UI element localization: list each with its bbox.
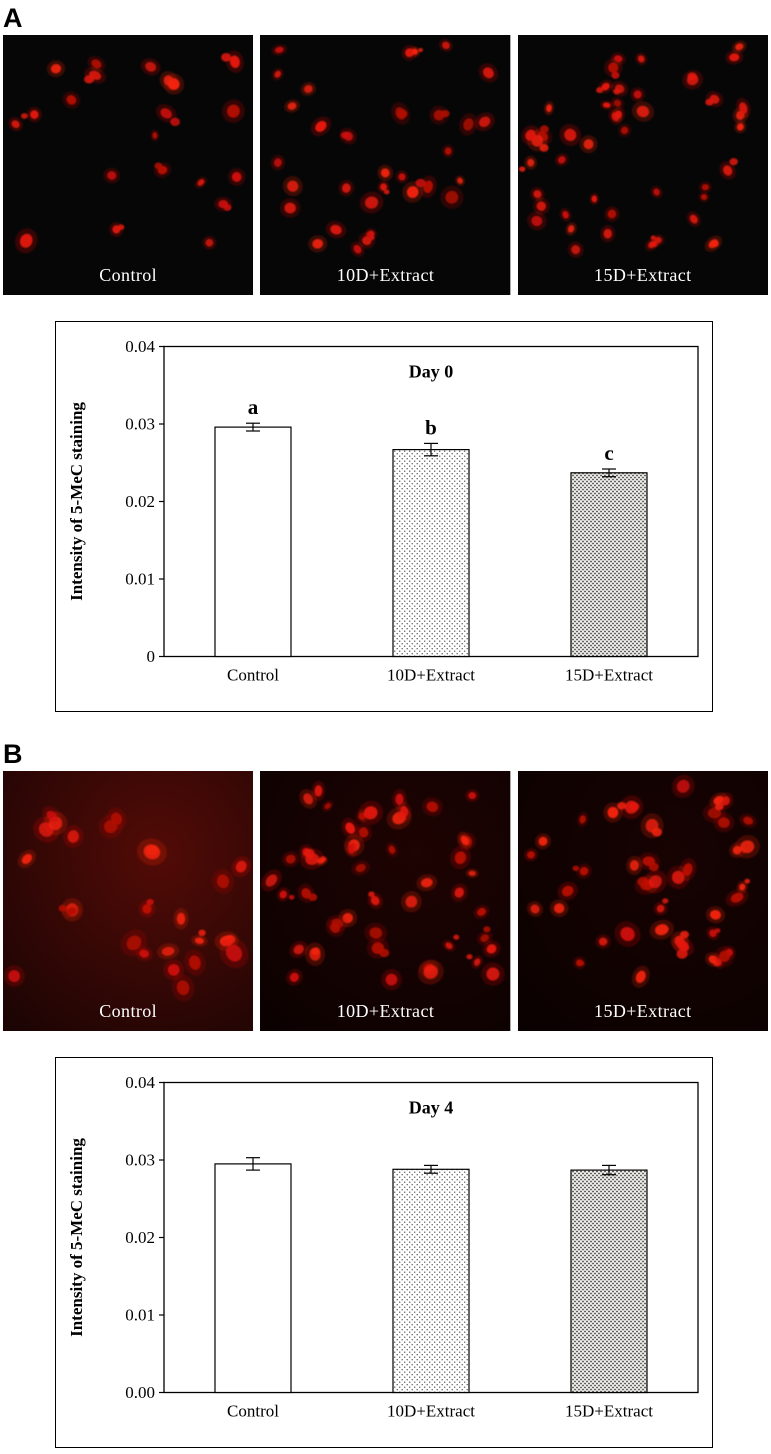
panel-a: A Control 10D+Extract 15D+Extract 0 0.01 0…	[0, 2, 771, 712]
y-tick-label: 0.03	[125, 415, 155, 434]
chart-title: Day 4	[409, 1098, 454, 1118]
x-category-label: 10D+Extract	[387, 1402, 475, 1421]
y-axis-label: Intensity of 5-MeC staining	[67, 1138, 86, 1337]
micrograph-caption: 15D+Extract	[594, 265, 692, 285]
micrograph-caption: 10D+Extract	[336, 1001, 435, 1021]
y-axis-label: Intensity of 5-MeC staining	[67, 402, 86, 601]
bar-chart-svg: 0.00 0.01 0.02 0.03 0.04 Day 4 Control 10D+Extr…	[67, 1073, 699, 1421]
micrograph-day4-15d-extract: 15D+Extract	[517, 771, 768, 1031]
bar	[392, 1168, 470, 1394]
fluorescence-image	[517, 771, 768, 1031]
fluorescence-image	[3, 771, 254, 1031]
y-tick-label: 0.02	[125, 492, 155, 511]
micrograph-row-day0: Control 10D+Extract 15D+Extract	[0, 35, 771, 295]
y-tick-label: 0.04	[125, 337, 155, 356]
fluorescence-svg	[3, 771, 254, 1031]
bar-chart-day4: 0.00 0.01 0.02 0.03 0.04 Day 4 Control 10D+Extr…	[55, 1057, 713, 1448]
panel-a-label: A	[3, 3, 23, 33]
fluorescence-svg	[3, 35, 254, 295]
y-tick-label: 0.01	[125, 1306, 155, 1325]
significance-letter: c	[604, 441, 613, 465]
x-category-label: 10D+Extract	[387, 666, 475, 685]
fluorescence-svg	[260, 35, 511, 295]
bar-chart-svg: 0 0.01 0.02 0.03 0.04 Day 0 a Control b 10D+Extra…	[67, 337, 699, 685]
bar	[392, 448, 470, 658]
fluorescence-svg	[260, 771, 511, 1031]
significance-letter: b	[425, 415, 437, 439]
micrograph-caption: 10D+Extract	[336, 265, 435, 285]
micrograph-caption: Control	[99, 1001, 158, 1021]
y-tick-label: 0.00	[125, 1383, 155, 1402]
chart-title: Day 0	[409, 362, 454, 382]
micrograph-day4-10d-extract: 10D+Extract	[260, 771, 511, 1031]
panel-b: B Control 10D+Extract 15D+Extract 0.00 0.…	[0, 738, 771, 1448]
bar-chart-day0: 0 0.01 0.02 0.03 0.04 Day 0 a Control b 10D+Extra…	[55, 321, 713, 712]
panel-b-label: B	[3, 739, 23, 769]
fluorescence-image	[260, 771, 511, 1031]
x-category-label: 15D+Extract	[565, 1402, 653, 1421]
fluorescence-svg	[517, 771, 768, 1031]
micrograph-caption: 15D+Extract	[594, 1001, 692, 1021]
bar	[570, 472, 648, 658]
y-tick-label: 0.03	[125, 1151, 155, 1170]
bar	[570, 1169, 648, 1394]
bar	[214, 1163, 292, 1394]
fluorescence-image	[517, 35, 768, 295]
x-category-label: 15D+Extract	[565, 666, 653, 685]
micrograph-day4-control: Control	[3, 771, 254, 1031]
micrograph-caption: Control	[99, 265, 158, 285]
x-category-label: Control	[227, 666, 279, 685]
y-tick-label: 0.01	[125, 570, 155, 589]
significance-letter: a	[248, 395, 259, 419]
micrograph-day0-15d-extract: 15D+Extract	[517, 35, 768, 295]
micrograph-day0-control: Control	[3, 35, 254, 295]
micrograph-row-day4: Control 10D+Extract 15D+Extract	[0, 771, 771, 1031]
bar	[214, 426, 292, 658]
y-tick-label: 0.04	[125, 1073, 155, 1092]
micrograph-day0-10d-extract: 10D+Extract	[260, 35, 511, 295]
y-tick-label: 0	[147, 647, 156, 666]
y-tick-label: 0.02	[125, 1228, 155, 1247]
fluorescence-image	[3, 35, 254, 295]
x-category-label: Control	[227, 1402, 279, 1421]
fluorescence-image	[260, 35, 511, 295]
fluorescence-svg	[517, 35, 768, 295]
